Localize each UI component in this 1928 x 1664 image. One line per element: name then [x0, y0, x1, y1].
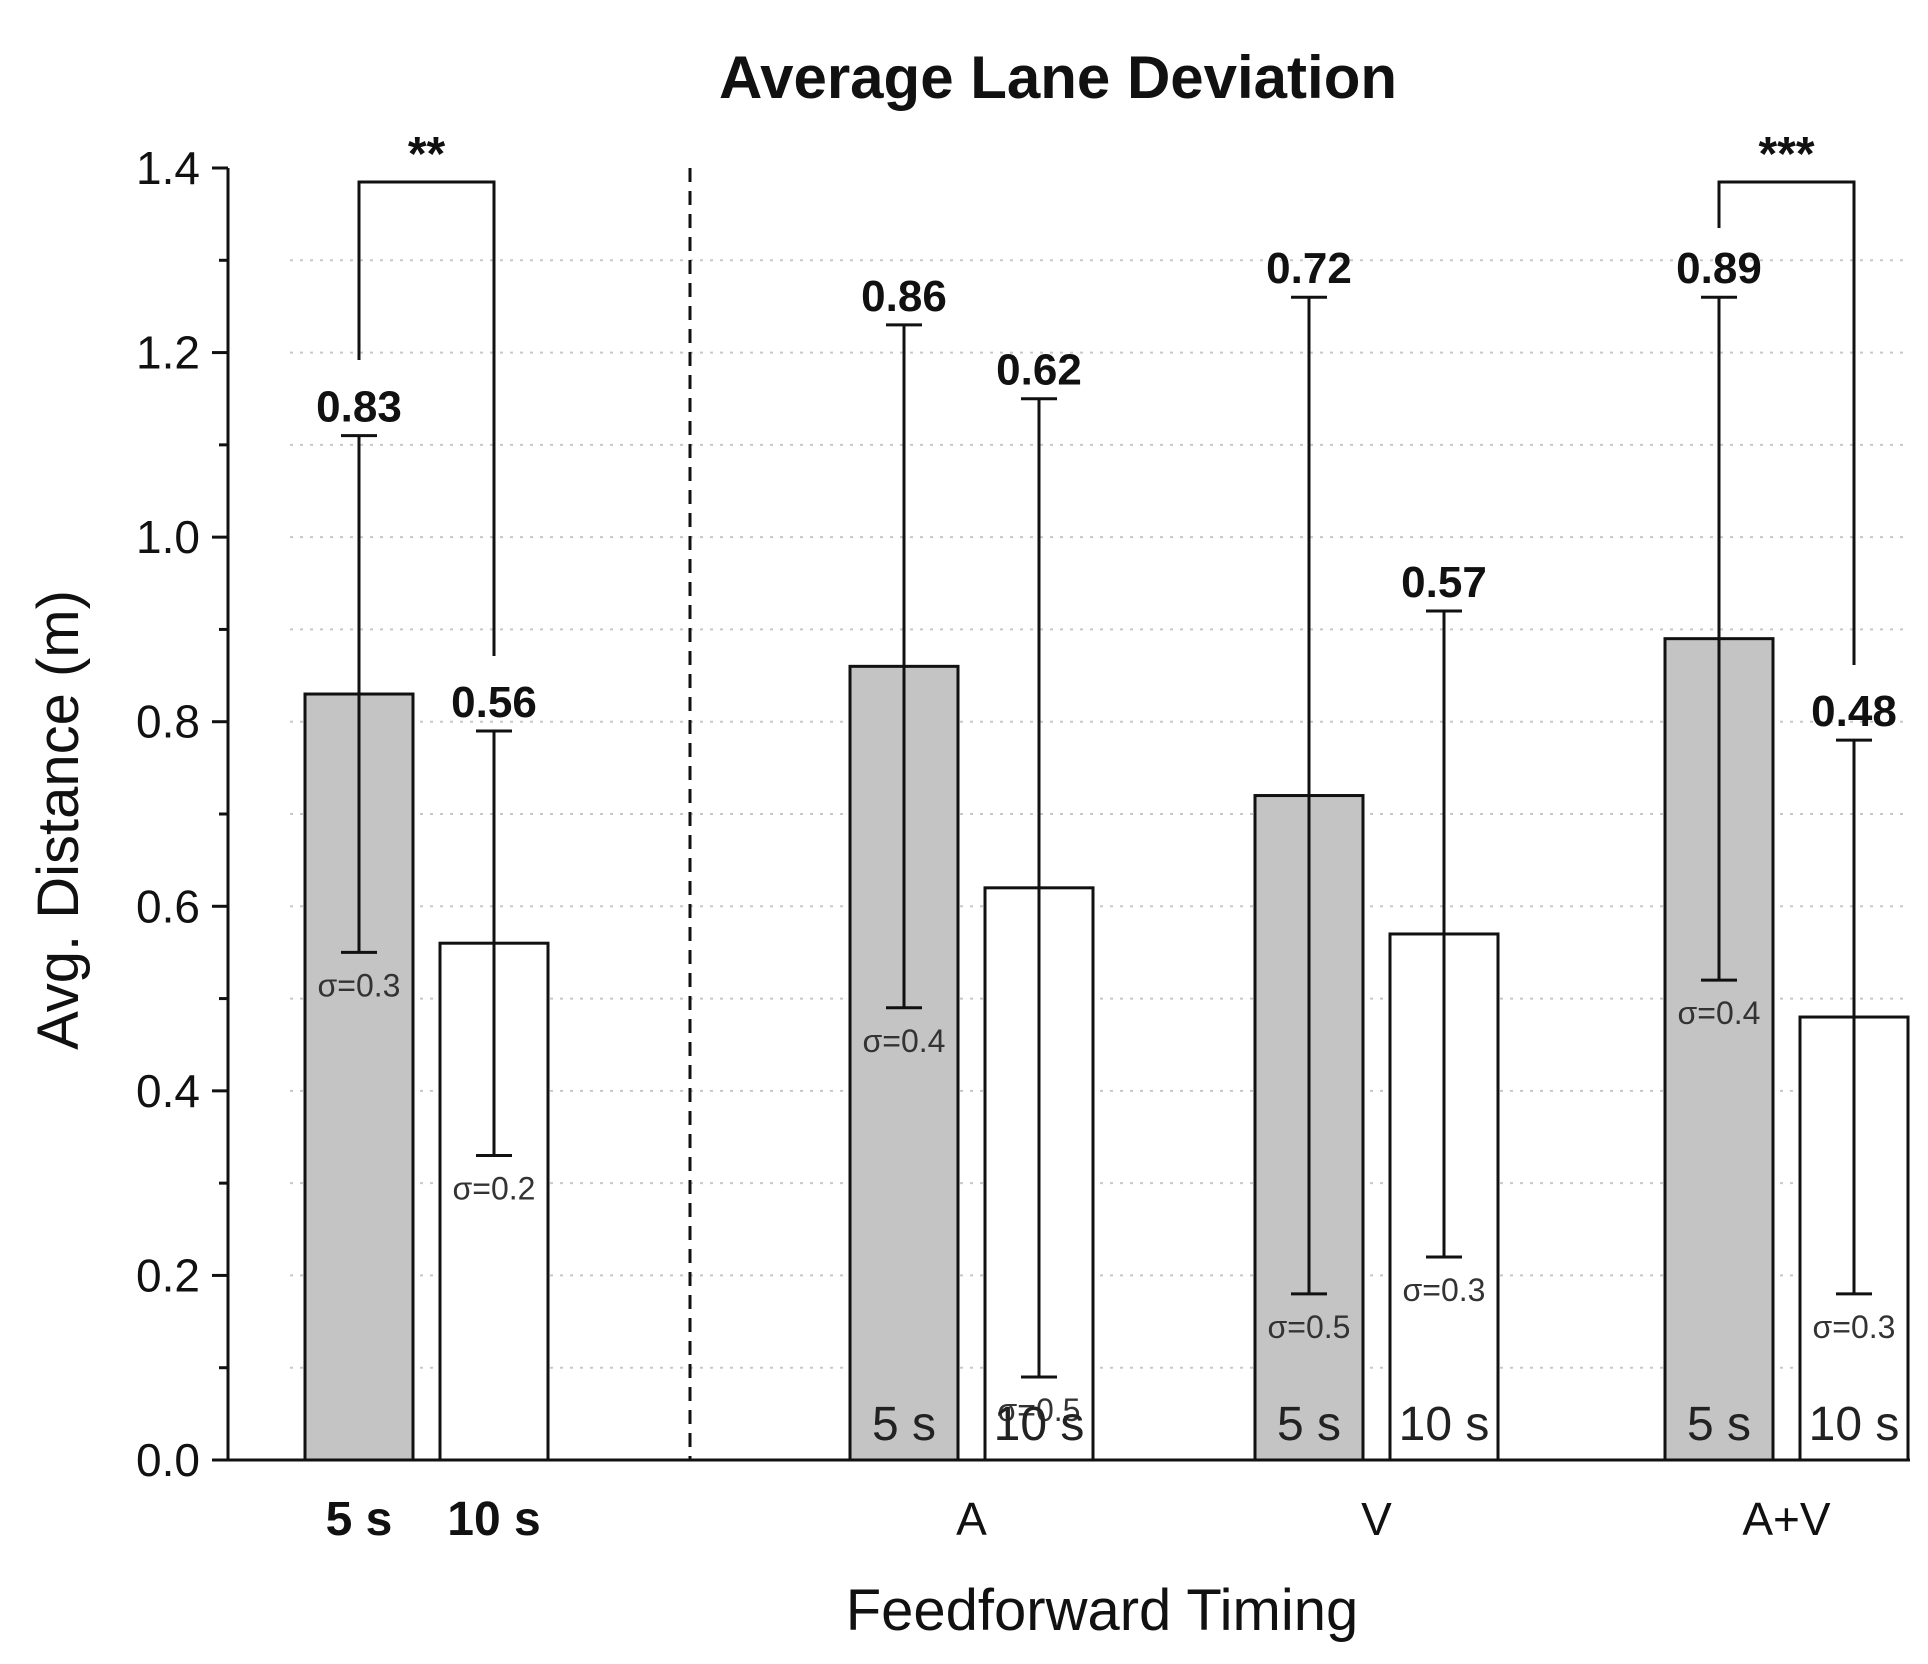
sd-label-aplusv-5s: σ=0.4 [1678, 995, 1761, 1031]
value-label-a-10s: 0.62 [996, 346, 1082, 395]
timing-label-aplusv-10s: 10 s [1809, 1398, 1900, 1451]
value-label-v-5s: 0.72 [1266, 244, 1352, 293]
x-tick-label-10s: 10 s [447, 1493, 540, 1546]
y-tick-label: 0.2 [136, 1249, 200, 1301]
x-tick-label-group-v: V [1361, 1493, 1392, 1545]
sd-label-a-5s: σ=0.4 [863, 1023, 946, 1059]
labels: 0.83 σ=0.3 0.56 σ=0.2 5 s 10 s ** 0.86 σ=0.4 5 s 0… [316, 128, 1899, 1546]
significance-bracket [1717, 180, 1856, 665]
y-tick-label: 1.0 [136, 511, 200, 563]
value-label-aplusv-10s: 0.48 [1811, 687, 1897, 736]
timing-label-aplusv-5s: 5 s [1687, 1398, 1751, 1451]
x-tick-label-group-a: A [956, 1493, 987, 1545]
significance-stars: *** [1758, 128, 1814, 181]
value-label-v-10s: 0.57 [1401, 558, 1487, 607]
grid-lines [290, 259, 1910, 1369]
y-tick-label: 0.0 [136, 1434, 200, 1486]
value-label-baseline-5s: 0.83 [316, 383, 402, 432]
bars [303, 295, 1910, 1462]
y-tick-label: 0.6 [136, 880, 200, 932]
axes: 0.0 0.2 0.4 0.6 0.8 1.0 1.2 1.4 [136, 142, 1910, 1486]
y-tick-label: 1.2 [136, 327, 200, 379]
significance-stars: ** [408, 128, 446, 181]
timing-label-a-5s: 5 s [872, 1398, 936, 1451]
sd-label-v-10s: σ=0.3 [1403, 1272, 1486, 1308]
sd-label-v-5s: σ=0.5 [1268, 1309, 1351, 1345]
bar-aplusv-5s [1663, 637, 1775, 1462]
timing-label-v-10s: 10 s [1399, 1398, 1490, 1451]
value-label-aplusv-5s: 0.89 [1676, 244, 1762, 293]
x-tick-label-5s: 5 s [326, 1493, 393, 1546]
value-label-baseline-10s: 0.56 [451, 678, 537, 727]
timing-label-a-10s: 10 s [994, 1398, 1085, 1451]
value-label-a-5s: 0.86 [861, 272, 947, 321]
sd-label-a-10s: σ=0.5 [998, 1392, 1081, 1428]
chart-title: Average Lane Deviation [719, 44, 1397, 111]
sd-label-baseline-10s: σ=0.2 [453, 1170, 536, 1206]
timing-label-v-5s: 5 s [1277, 1398, 1341, 1451]
bar-a-5s [848, 664, 960, 1462]
significance-bracket [357, 180, 496, 656]
x-axis-title: Feedforward Timing [846, 1578, 1359, 1643]
x-tick-label-group-aplusv: A+V [1742, 1493, 1831, 1545]
y-axis-title: Avg. Distance (m) [26, 590, 91, 1050]
y-tick-label: 0.8 [136, 696, 200, 748]
y-tick-label: 0.4 [136, 1065, 200, 1117]
y-tick-label: 1.4 [136, 142, 200, 194]
sd-label-baseline-5s: σ=0.3 [318, 967, 401, 1003]
sd-label-aplusv-10s: σ=0.3 [1813, 1309, 1896, 1345]
